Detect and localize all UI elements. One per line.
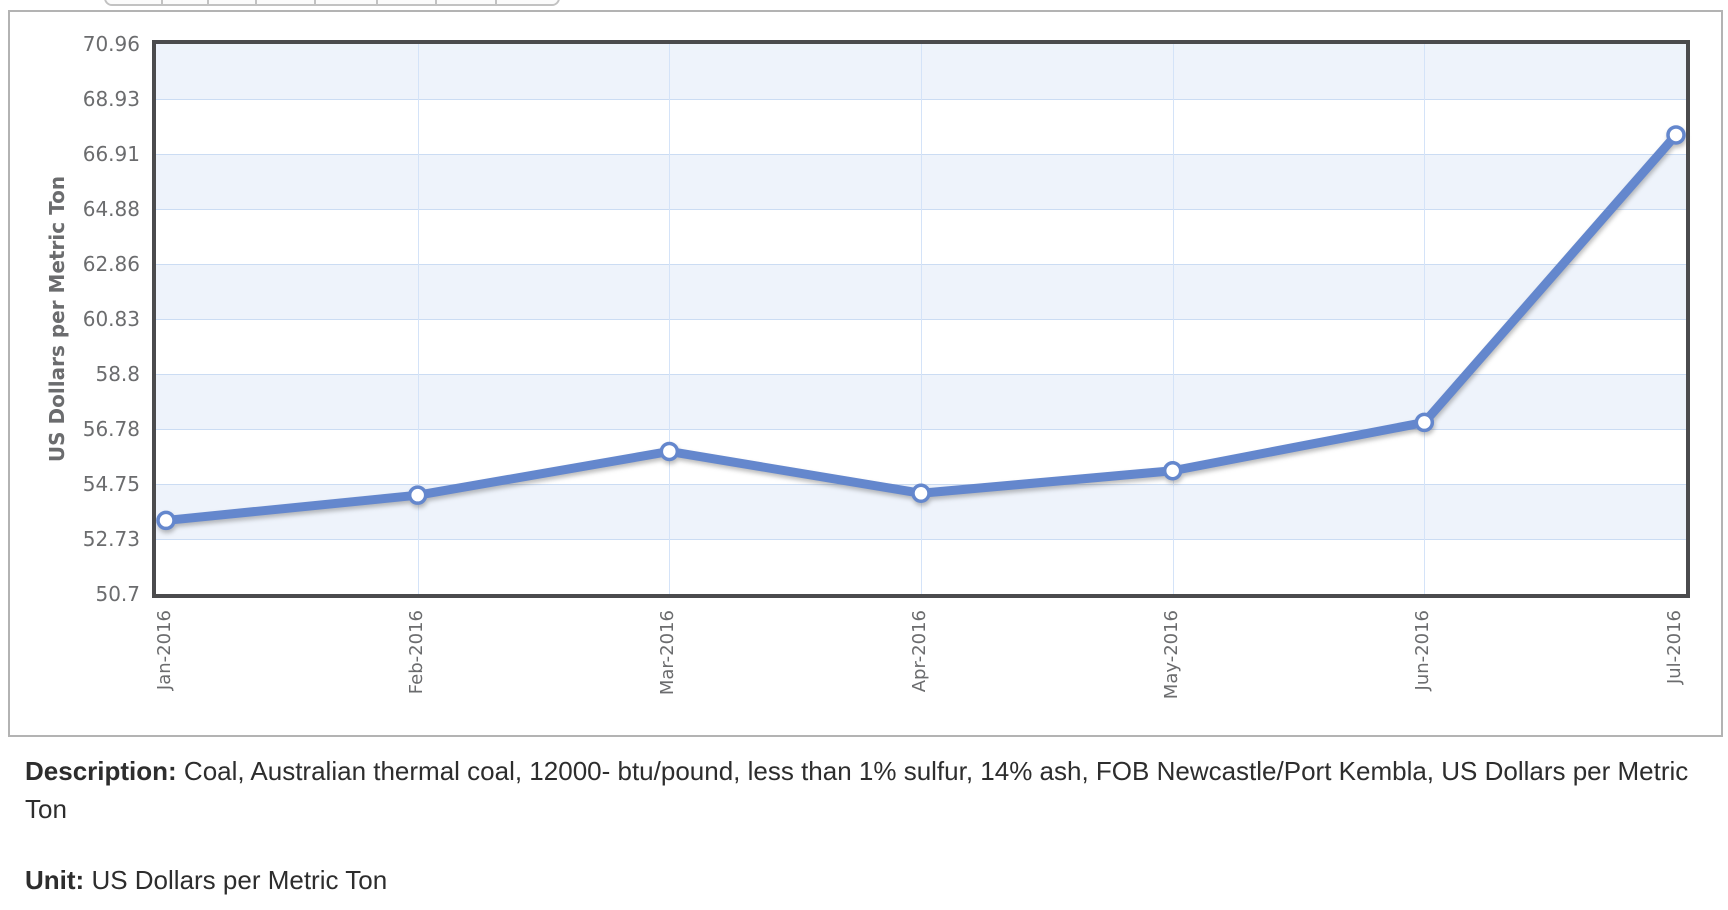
x-tick-label: Jul-2016 xyxy=(1664,610,1685,685)
y-tick-label: 70.96 xyxy=(82,32,140,56)
data-point-marker[interactable] xyxy=(1162,461,1183,481)
description-text: Coal, Australian thermal coal, 12000- bt… xyxy=(25,756,1689,824)
range-selector-segment[interactable] xyxy=(496,0,558,4)
vertical-gridline xyxy=(921,44,922,594)
description-label: Description: xyxy=(25,756,177,786)
range-selector-segment[interactable] xyxy=(106,0,163,4)
x-tick-label: Jun-2016 xyxy=(1412,610,1434,691)
data-point-marker[interactable] xyxy=(911,483,931,504)
x-tick-label: Jan-2016 xyxy=(154,610,175,691)
x-tick-label: Mar-2016 xyxy=(657,610,679,696)
range-selector-segment[interactable] xyxy=(162,0,210,4)
data-point-marker[interactable] xyxy=(659,441,680,462)
y-tick-label: 68.93 xyxy=(82,87,140,112)
y-tick-label: 50.7 xyxy=(95,582,140,606)
range-selector-segment[interactable] xyxy=(316,0,378,4)
y-tick-label: 62.86 xyxy=(82,251,140,276)
vertical-gridline xyxy=(1424,44,1426,594)
range-selector-segment[interactable] xyxy=(209,0,257,4)
vertical-gridline xyxy=(669,44,671,594)
description-block: Description: Coal, Australian thermal co… xyxy=(25,752,1720,899)
y-tick-label: 64.88 xyxy=(82,197,140,222)
x-tick-label: Feb-2016 xyxy=(405,610,427,695)
range-selector-segment[interactable] xyxy=(437,0,497,4)
y-tick-label: 58.8 xyxy=(95,362,140,387)
series-line xyxy=(161,130,1681,525)
x-tick-label: May-2016 xyxy=(1160,610,1182,700)
vertical-gridline xyxy=(1172,44,1174,594)
range-selector-segment[interactable] xyxy=(256,0,317,4)
description-paragraph: Description: Coal, Australian thermal co… xyxy=(25,752,1720,828)
unit-label: Unit: xyxy=(25,865,85,895)
y-tick-label: 60.83 xyxy=(82,307,140,331)
vertical-gridline xyxy=(417,44,419,594)
y-tick-label: 56.78 xyxy=(82,416,140,441)
plot-area[interactable] xyxy=(152,40,1690,598)
x-tick-label: Apr-2016 xyxy=(909,610,930,693)
price-line-chart xyxy=(156,125,1686,531)
range-selector-segment[interactable] xyxy=(377,0,438,4)
y-tick-label: 52.73 xyxy=(82,526,140,551)
data-point-marker[interactable] xyxy=(156,510,176,531)
y-tick-label: 66.91 xyxy=(82,141,140,166)
range-selector xyxy=(104,0,560,6)
chart-card: US Dollars per Metric Ton 70.96 68.93 66.9… xyxy=(8,10,1723,737)
unit-paragraph: Unit: US Dollars per Metric Ton xyxy=(25,861,1720,899)
unit-text: US Dollars per Metric Ton xyxy=(91,865,388,895)
y-tick-label: 54.75 xyxy=(82,472,140,497)
data-point-marker[interactable] xyxy=(1666,125,1686,145)
data-point-marker[interactable] xyxy=(1414,412,1435,433)
data-point-marker[interactable] xyxy=(407,485,428,505)
